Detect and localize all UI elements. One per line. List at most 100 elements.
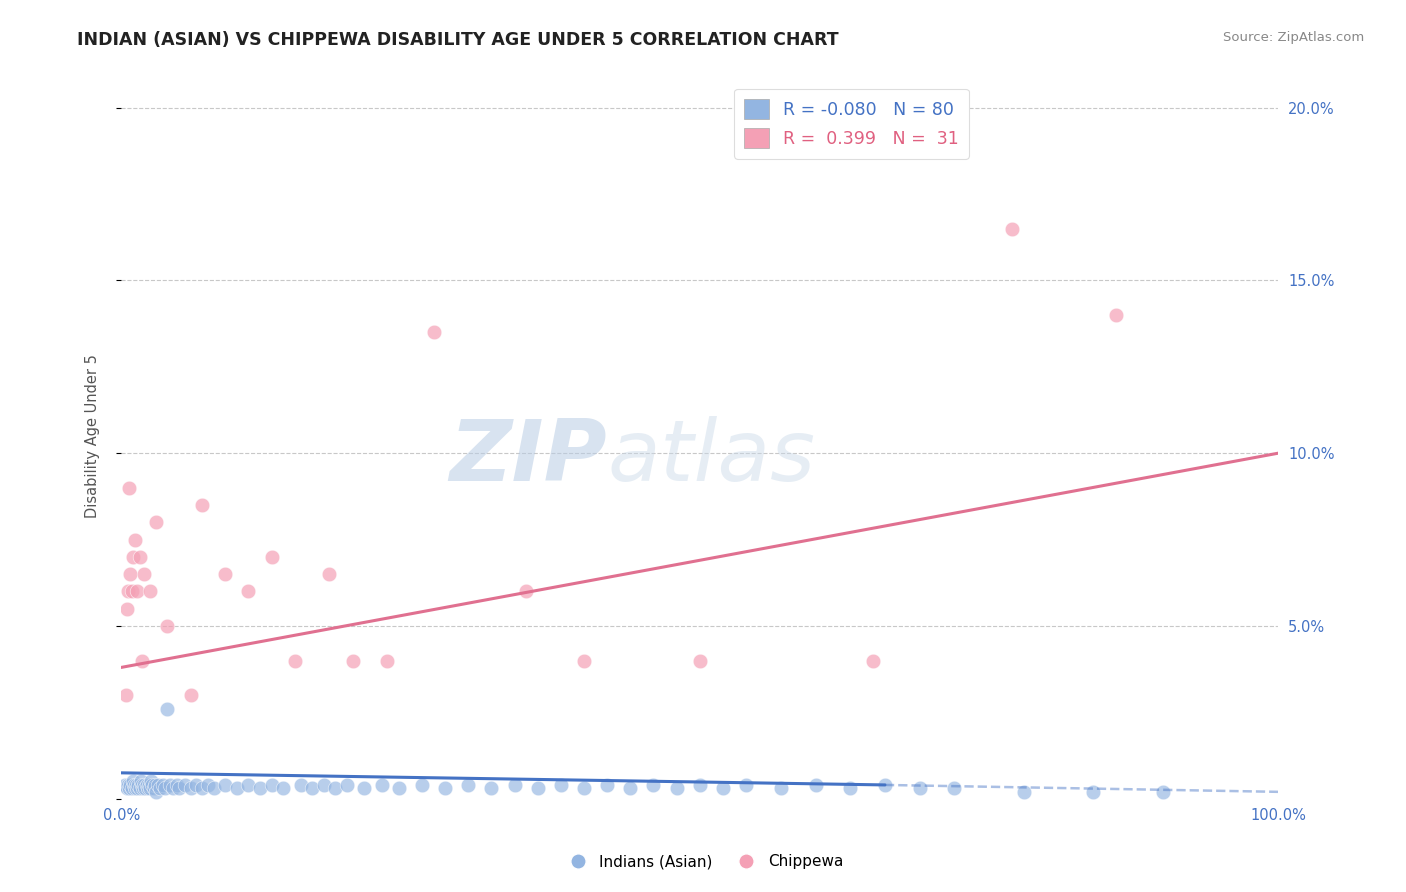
Point [225,781,247,796]
Point [115,601,138,615]
Point [422,325,444,339]
Point [145,516,167,530]
Point [135,778,157,792]
Point [186,778,208,792]
Point [120,778,142,792]
Point [1083,785,1105,799]
Point [121,584,143,599]
Point [342,653,364,667]
Point [128,778,150,792]
Point [142,781,165,796]
Point [769,781,792,796]
Point [318,567,340,582]
Point [141,778,163,792]
Point [173,778,195,792]
Point [1105,308,1128,322]
Point [127,584,149,599]
Point [156,619,179,633]
Point [1152,785,1174,799]
Point [353,781,375,796]
Point [271,781,294,796]
Point [197,778,219,792]
Point [290,778,312,792]
Point [124,781,146,796]
Point [136,781,159,796]
Point [124,533,146,547]
Point [162,781,184,796]
Point [202,781,225,796]
Point [166,778,188,792]
Point [114,688,136,702]
Point [121,549,143,564]
Point [131,778,153,792]
Point [152,778,174,792]
Point [149,781,172,796]
Point [503,778,526,792]
Point [862,653,884,667]
Point [121,781,143,796]
Point [665,781,688,796]
Point [735,778,758,792]
Legend: R = -0.080   N = 80, R =  0.399   N =  31: R = -0.080 N = 80, R = 0.399 N = 31 [734,89,969,159]
Point [134,781,156,796]
Point [145,785,167,799]
Point [619,781,641,796]
Point [153,781,176,796]
Point [167,781,190,796]
Point [908,781,931,796]
Point [191,498,214,512]
Point [146,778,169,792]
Point [336,778,359,792]
Point [689,778,711,792]
Point [115,781,138,796]
Text: atlas: atlas [607,417,815,500]
Point [550,778,572,792]
Point [159,778,181,792]
Point [114,778,136,792]
Point [125,778,148,792]
Point [117,584,139,599]
Point [129,774,152,789]
Y-axis label: Disability Age Under 5: Disability Age Under 5 [86,354,100,518]
Point [572,653,595,667]
Point [260,778,283,792]
Point [214,567,236,582]
Point [127,781,149,796]
Point [370,778,392,792]
Point [156,702,179,716]
Point [141,774,163,789]
Point [284,653,307,667]
Point [214,778,236,792]
Point [132,781,155,796]
Point [457,778,479,792]
Point [120,567,142,582]
Text: INDIAN (ASIAN) VS CHIPPEWA DISABILITY AGE UNDER 5 CORRELATION CHART: INDIAN (ASIAN) VS CHIPPEWA DISABILITY AG… [77,31,839,49]
Point [873,778,896,792]
Point [804,778,827,792]
Point [481,781,503,796]
Point [388,781,411,796]
Point [375,653,398,667]
Point [121,774,143,789]
Point [596,778,619,792]
Point [238,778,260,792]
Text: Source: ZipAtlas.com: Source: ZipAtlas.com [1223,31,1364,45]
Point [118,481,141,495]
Legend: Indians (Asian), Chippewa: Indians (Asian), Chippewa [557,848,849,875]
Point [128,549,150,564]
Point [260,549,283,564]
Point [411,778,433,792]
Point [139,781,162,796]
Point [117,778,139,792]
Point [122,778,145,792]
Point [689,653,711,667]
Point [1012,785,1035,799]
Point [118,781,141,796]
Point [138,778,160,792]
Point [131,653,153,667]
Point [191,781,214,796]
Point [180,781,202,796]
Point [515,584,537,599]
Point [180,688,202,702]
Point [711,781,734,796]
